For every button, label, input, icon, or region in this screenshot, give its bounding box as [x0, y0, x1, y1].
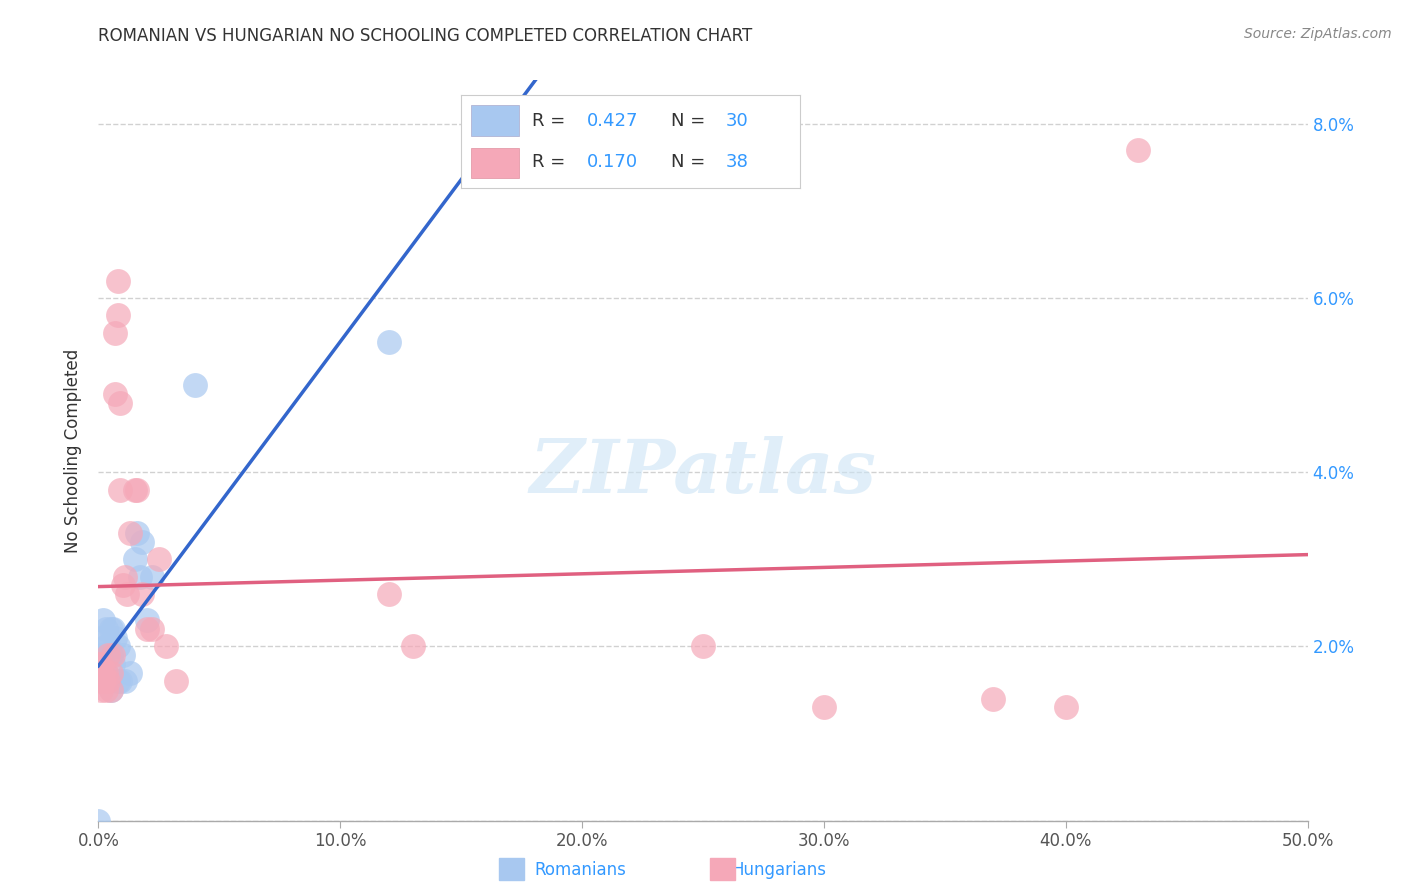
- Text: Romanians: Romanians: [534, 861, 626, 879]
- Point: [165, 674, 187, 689]
- Point: [127, 526, 149, 541]
- Point: [377, 334, 399, 349]
- Point: [87, 814, 110, 828]
- Point: [118, 526, 141, 541]
- Point: [104, 387, 127, 401]
- Point: [148, 552, 170, 566]
- Point: [91, 648, 114, 662]
- Point: [91, 674, 114, 689]
- Point: [100, 683, 122, 698]
- Text: ROMANIAN VS HUNGARIAN NO SCHOOLING COMPLETED CORRELATION CHART: ROMANIAN VS HUNGARIAN NO SCHOOLING COMPL…: [98, 27, 752, 45]
- Point: [97, 648, 120, 662]
- Point: [97, 640, 120, 654]
- Point: [107, 674, 129, 689]
- Point: [101, 648, 124, 662]
- Point: [118, 665, 141, 680]
- Point: [101, 622, 124, 636]
- Point: [94, 640, 117, 654]
- Point: [90, 683, 112, 698]
- Y-axis label: No Schooling Completed: No Schooling Completed: [65, 349, 83, 552]
- Point: [104, 631, 127, 645]
- Point: [402, 640, 425, 654]
- Point: [124, 483, 146, 497]
- Point: [91, 613, 114, 627]
- Point: [107, 274, 129, 288]
- Point: [94, 665, 117, 680]
- Point: [101, 657, 124, 671]
- Point: [813, 700, 835, 714]
- Point: [100, 665, 122, 680]
- Point: [377, 587, 399, 601]
- Point: [108, 674, 131, 689]
- Point: [111, 648, 134, 662]
- Point: [131, 535, 153, 549]
- Point: [94, 665, 117, 680]
- Point: [97, 674, 120, 689]
- Point: [692, 640, 714, 654]
- Point: [141, 570, 163, 584]
- Point: [91, 665, 114, 680]
- Point: [100, 683, 122, 698]
- Point: [184, 378, 207, 392]
- Point: [97, 674, 120, 689]
- Point: [155, 640, 177, 654]
- Point: [1128, 143, 1150, 157]
- Point: [117, 587, 139, 601]
- Point: [100, 648, 122, 662]
- Point: [114, 674, 136, 689]
- Point: [128, 570, 150, 584]
- Point: [90, 657, 112, 671]
- Point: [108, 395, 131, 409]
- Point: [90, 657, 112, 671]
- Point: [107, 309, 129, 323]
- Point: [94, 683, 117, 698]
- Point: [87, 657, 110, 671]
- Point: [127, 483, 149, 497]
- Point: [981, 691, 1004, 706]
- Point: [94, 622, 117, 636]
- Point: [124, 552, 146, 566]
- Point: [104, 326, 127, 340]
- Point: [90, 674, 112, 689]
- Text: ZIPatlas: ZIPatlas: [530, 436, 876, 509]
- Point: [108, 483, 131, 497]
- Point: [111, 578, 134, 592]
- Point: [135, 613, 157, 627]
- Point: [107, 640, 129, 654]
- Point: [1054, 700, 1077, 714]
- Point: [114, 570, 136, 584]
- Point: [135, 622, 157, 636]
- Text: Hungarians: Hungarians: [731, 861, 827, 879]
- Point: [131, 587, 153, 601]
- Point: [141, 622, 163, 636]
- Point: [90, 631, 112, 645]
- Text: Source: ZipAtlas.com: Source: ZipAtlas.com: [1244, 27, 1392, 41]
- Point: [100, 622, 122, 636]
